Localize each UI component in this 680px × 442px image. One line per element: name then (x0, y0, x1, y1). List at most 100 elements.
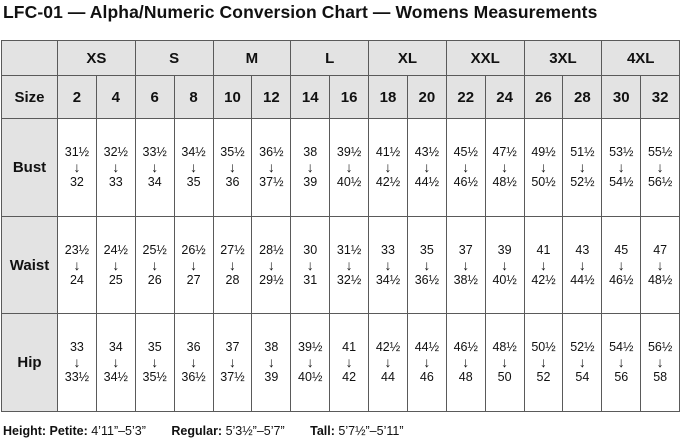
arrow-down-icon: ↓ (112, 159, 120, 176)
range-max-value: 26 (147, 272, 162, 287)
conversion-table: XS S M L XL XXL 3XL 4XL Size 2 4 6 8 10 12 14 16 18 20 22… (1, 39, 680, 412)
range-max-value: 36½ (414, 272, 440, 287)
numeric-size-cell: 2 (57, 75, 97, 120)
measurement-row-bust: Bust 31½ ↓ 32 32½ ↓ 33 33½ ↓ 34 34½ ↓ 35 35½ ↓ 36 36½ ↓ 37… (1, 118, 680, 217)
measurement-cell: 56½ ↓ 58 (640, 313, 680, 412)
measurement-cell: 35 ↓ 35½ (134, 313, 175, 412)
measurement-cell: 44½ ↓ 46 (406, 313, 447, 412)
range-min-value: 39 (497, 242, 512, 257)
range-min-value: 26½ (181, 242, 206, 257)
arrow-down-icon: ↓ (617, 256, 625, 273)
range-max-value: 50 (497, 370, 512, 385)
alpha-size-header: 4XL (601, 39, 680, 77)
measurement-cell: 41½ ↓ 42½ (368, 118, 408, 217)
measurement-cell: 34½ ↓ 35 (173, 118, 214, 217)
range-max-value: 37½ (220, 370, 245, 385)
arrow-down-icon: ↓ (151, 256, 159, 273)
measurement-cell: 36½ ↓ 37½ (251, 118, 292, 217)
range-min-value: 51½ (570, 145, 595, 160)
range-max-value: 42½ (375, 175, 401, 190)
arrow-down-icon: ↓ (578, 159, 586, 176)
range-max-value: 32½ (336, 272, 362, 287)
arrow-down-icon: ↓ (462, 354, 470, 371)
arrow-down-icon: ↓ (540, 256, 547, 273)
range-min-value: 36½ (259, 145, 284, 160)
arrow-down-icon: ↓ (656, 159, 664, 176)
range-max-value: 42 (342, 370, 357, 385)
range-max-value: 48½ (647, 272, 673, 287)
range-min-value: 39½ (336, 145, 362, 160)
range-max-value: 36 (225, 175, 240, 190)
header-corner (1, 39, 58, 77)
range-min-value: 45 (614, 242, 629, 257)
measurement-cell: 47½ ↓ 48½ (484, 118, 525, 217)
range-min-value: 43 (575, 242, 590, 257)
regular-label: Regular: (171, 424, 223, 438)
measurement-cell: 36 ↓ 36½ (173, 313, 214, 412)
range-min-value: 41 (342, 340, 357, 355)
numeric-size-cell: 32 (640, 75, 680, 120)
range-max-value: 33 (108, 175, 123, 190)
range-max-value: 56 (614, 370, 629, 385)
range-min-value: 24½ (103, 242, 128, 257)
arrow-down-icon: ↓ (190, 256, 198, 273)
measurement-cell: 24½ ↓ 25 (95, 215, 136, 315)
range-max-value: 46 (419, 370, 434, 385)
range-max-value: 24 (69, 272, 84, 287)
range-max-value: 46½ (609, 272, 634, 287)
measurement-cell: 25½ ↓ 26 (134, 215, 175, 315)
arrow-down-icon: ↓ (112, 256, 120, 273)
range-min-value: 37 (225, 340, 240, 355)
measurement-cell: 34 ↓ 34½ (95, 313, 136, 412)
range-max-value: 50½ (531, 175, 556, 190)
measurement-cell: 33 ↓ 33½ (57, 313, 97, 412)
arrow-down-icon: ↓ (228, 354, 236, 371)
arrow-down-icon: ↓ (73, 256, 81, 273)
measurement-cell: 42½ ↓ 44 (368, 313, 408, 412)
measurement-row-label: Hip (1, 313, 58, 412)
range-min-value: 41 (536, 242, 551, 257)
height-label: Height: (3, 424, 47, 438)
arrow-down-icon: ↓ (617, 354, 625, 371)
range-min-value: 35 (419, 242, 434, 257)
alpha-size-header: XS (57, 39, 136, 77)
range-max-value: 31 (303, 272, 318, 287)
arrow-down-icon: ↓ (384, 256, 392, 273)
range-min-value: 50½ (531, 340, 556, 355)
measurement-cell: 27½ ↓ 28 (212, 215, 253, 315)
range-max-value: 34½ (103, 370, 128, 385)
range-min-value: 30 (303, 242, 318, 257)
range-min-value: 28½ (259, 242, 284, 257)
numeric-size-row: Size 2 4 6 8 10 12 14 16 18 20 22 24 26 28 30 32 (1, 75, 680, 120)
range-min-value: 49½ (531, 145, 556, 160)
page-title: LFC-01 — Alpha/Numeric Conversion Chart … (3, 2, 598, 22)
measurement-cell: 31½ ↓ 32½ (329, 215, 370, 315)
measurement-cell: 45 ↓ 46½ (601, 215, 642, 315)
numeric-size-cell: 12 (251, 75, 292, 120)
measurement-cell: 37 ↓ 37½ (212, 313, 253, 412)
range-min-value: 36 (186, 340, 201, 355)
arrow-down-icon: ↓ (190, 354, 198, 371)
measurement-cell: 51½ ↓ 52½ (562, 118, 603, 217)
range-min-value: 45½ (453, 145, 478, 160)
measurement-cell: 55½ ↓ 56½ (640, 118, 680, 217)
range-min-value: 56½ (647, 340, 673, 355)
size-row-label: Size (1, 75, 58, 120)
regular-value: 5’3½”–5’7” (225, 424, 285, 438)
arrow-down-icon: ↓ (306, 354, 314, 371)
measurement-cell: 33½ ↓ 34 (134, 118, 175, 217)
range-max-value: 44½ (570, 272, 595, 287)
range-max-value: 42½ (531, 272, 556, 287)
range-min-value: 37 (458, 242, 473, 257)
range-min-value: 54½ (609, 340, 634, 355)
numeric-size-cell: 4 (95, 75, 136, 120)
range-min-value: 32½ (103, 145, 128, 160)
measurement-cell: 30 ↓ 31 (290, 215, 331, 315)
height-footer: Height: Petite: 4’11”–5’3” Regular: 5’3½… (3, 422, 404, 440)
arrow-down-icon: ↓ (228, 256, 236, 273)
arrow-down-icon: ↓ (345, 256, 353, 273)
tall-label: Tall: (310, 424, 335, 438)
range-max-value: 58 (653, 370, 668, 385)
range-max-value: 35½ (142, 370, 167, 385)
range-min-value: 39½ (298, 340, 323, 355)
